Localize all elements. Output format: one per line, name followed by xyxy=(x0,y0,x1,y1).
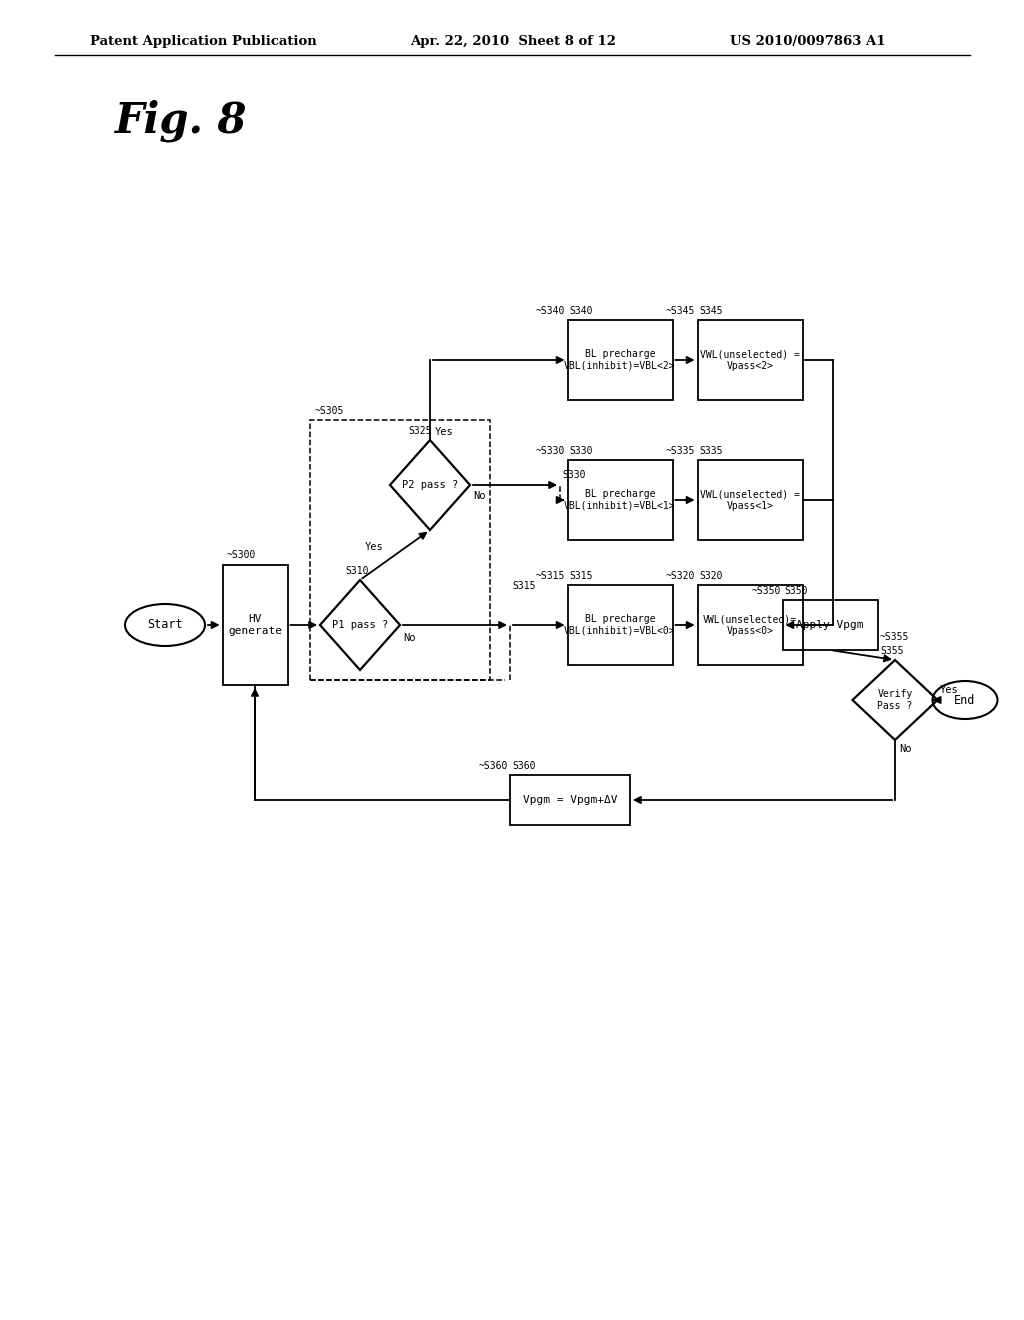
Text: Fig. 8: Fig. 8 xyxy=(115,100,248,143)
Bar xyxy=(782,601,878,649)
Text: S335: S335 xyxy=(699,446,723,455)
Text: S315: S315 xyxy=(569,572,593,581)
Text: ~S335: ~S335 xyxy=(667,446,695,455)
Text: ~S320: ~S320 xyxy=(667,572,695,581)
Text: No: No xyxy=(403,634,416,643)
Text: Patent Application Publication: Patent Application Publication xyxy=(90,36,316,48)
Text: ~S350: ~S350 xyxy=(752,586,780,597)
Text: Apr. 22, 2010  Sheet 8 of 12: Apr. 22, 2010 Sheet 8 of 12 xyxy=(410,36,616,48)
Text: Verify
Pass ?: Verify Pass ? xyxy=(878,689,912,710)
Bar xyxy=(697,319,803,400)
Text: S320: S320 xyxy=(699,572,723,581)
Text: S310: S310 xyxy=(345,566,369,576)
Text: S350: S350 xyxy=(784,586,808,597)
Text: No: No xyxy=(473,491,485,502)
Text: BL precharge
VBL(inhibit)=VBL<2>: BL precharge VBL(inhibit)=VBL<2> xyxy=(564,350,676,371)
Text: Vpgm = Vpgm+ΔV: Vpgm = Vpgm+ΔV xyxy=(522,795,617,805)
Text: US 2010/0097863 A1: US 2010/0097863 A1 xyxy=(730,36,886,48)
Text: S315: S315 xyxy=(512,581,536,591)
Bar xyxy=(510,775,630,825)
Text: S330: S330 xyxy=(569,446,593,455)
Text: BL precharge
VBL(inhibit)=VBL<1>: BL precharge VBL(inhibit)=VBL<1> xyxy=(564,490,676,511)
Text: ~S360: ~S360 xyxy=(478,762,508,771)
Text: P2 pass ?: P2 pass ? xyxy=(401,480,458,490)
Bar xyxy=(567,585,673,665)
Text: HV
generate: HV generate xyxy=(228,614,282,636)
Text: VWL(unselected) =
Vpass<2>: VWL(unselected) = Vpass<2> xyxy=(700,350,800,371)
Bar xyxy=(222,565,288,685)
Bar xyxy=(697,585,803,665)
Text: P1 pass ?: P1 pass ? xyxy=(332,620,388,630)
Text: ~S345: ~S345 xyxy=(667,306,695,315)
Text: ~S355: ~S355 xyxy=(880,632,909,642)
Text: VWL(unselected) =
Vpass<1>: VWL(unselected) = Vpass<1> xyxy=(700,490,800,511)
Text: ~S300: ~S300 xyxy=(227,550,256,560)
Text: S355: S355 xyxy=(880,645,903,656)
Text: S325: S325 xyxy=(408,426,431,436)
Text: S330: S330 xyxy=(562,470,586,480)
Text: S360: S360 xyxy=(512,762,536,771)
Text: Yes: Yes xyxy=(365,543,384,552)
Text: ~S330: ~S330 xyxy=(537,446,565,455)
Text: VWL(unselected)=
Vpass<0>: VWL(unselected)= Vpass<0> xyxy=(703,614,797,636)
Text: Yes: Yes xyxy=(435,426,454,437)
Text: BL precharge
VBL(inhibit)=VBL<0>: BL precharge VBL(inhibit)=VBL<0> xyxy=(564,614,676,636)
Bar xyxy=(567,459,673,540)
Text: ~S305: ~S305 xyxy=(315,407,344,416)
Bar xyxy=(697,459,803,540)
Text: Yes: Yes xyxy=(939,685,958,696)
Text: S340: S340 xyxy=(569,306,593,315)
Text: ~S340: ~S340 xyxy=(537,306,565,315)
Text: End: End xyxy=(954,693,976,706)
Text: Apply Vpgm: Apply Vpgm xyxy=(797,620,864,630)
Text: S345: S345 xyxy=(699,306,723,315)
Bar xyxy=(310,420,490,680)
Text: No: No xyxy=(899,744,911,754)
Bar xyxy=(567,319,673,400)
Text: ~S315: ~S315 xyxy=(537,572,565,581)
Text: Start: Start xyxy=(147,619,183,631)
